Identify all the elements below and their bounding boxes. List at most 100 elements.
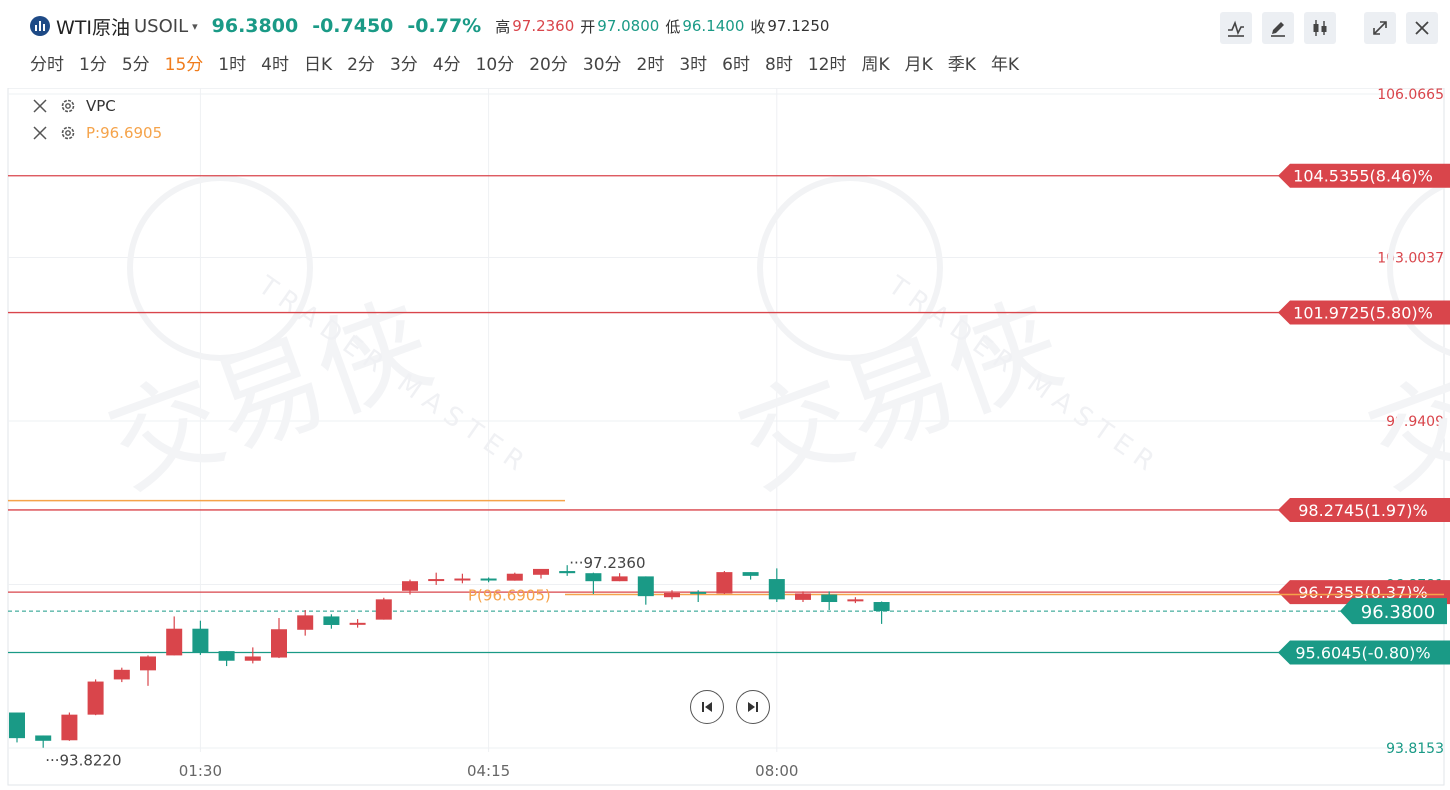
period-tab-6[interactable]: 日K [303,55,333,75]
chart-header: WTI原油 USOIL ▾ 96.3800 -0.7450 -0.77% 高 9… [0,0,1450,88]
period-tab-18[interactable]: 周K [861,55,890,75]
high-marker-label: ···97.2360 [569,554,645,572]
level-tag-label-3: 96.7355(0.37)% [1298,583,1427,602]
candle-body-20 [533,568,549,575]
chart-toolbar [1210,12,1438,44]
candle-body-2 [61,714,78,741]
poc-line-label: P(96.6905) [468,587,551,605]
chart-border [7,88,1445,786]
period-tab-19[interactable]: 月K [904,55,933,75]
candle-body-22 [585,573,602,582]
period-tab-20[interactable]: 季K [947,55,976,75]
candle-body-15 [402,581,418,591]
legend-row-vpc: VPC [30,92,162,119]
period-tab-10[interactable]: 10分 [475,55,515,75]
candle-body-3 [87,681,104,715]
period-tab-16[interactable]: 8时 [765,55,793,75]
symbol-code[interactable]: USOIL [134,15,189,37]
period-tab-7[interactable]: 2分 [347,55,375,75]
candlestick-chart[interactable]: 01:3004:1508:00106.0665103.003799.940996… [0,88,1450,790]
pencil-icon [1271,22,1285,37]
period-tab-5[interactable]: 4时 [261,55,289,75]
level-tag-4 [1278,640,1450,665]
x-tick-label-0: 01:30 [179,762,222,780]
candle-body-16 [428,579,445,582]
period-tabs: 分时 1分 5分 15分 1时 4时 日K 2分 3分 4分 10分 20分 30分 2时 3时 6时 8时 12… [30,50,1034,75]
y-tick-label-4: 93.8153 [1386,741,1444,757]
poc-settings-gear-icon[interactable] [58,123,78,143]
symbol-logo-icon [30,16,50,36]
candle-body-23 [611,576,628,582]
period-tab-9[interactable]: 4分 [432,55,461,75]
price-change-pct: -0.77% [407,15,482,37]
high-value: 97.2360 [512,17,575,35]
level-tag-label-4: 95.6045(-0.80)% [1295,643,1430,662]
expand-button[interactable] [1364,12,1396,44]
last-price: 96.3800 [211,15,299,37]
period-tab-8[interactable]: 3分 [389,55,418,75]
watermark-logo-icon-0 [127,175,313,361]
symbol-dropdown-caret-icon[interactable]: ▾ [192,19,198,33]
scroll-to-start-button[interactable] [690,690,724,724]
current-price-tag [1340,598,1447,625]
candle-body-6 [166,628,183,656]
candle-body-25 [664,592,680,598]
skip-back-icon [702,702,712,712]
vpc-settings-gear-icon[interactable] [58,96,78,116]
watermark-logo-icon-1 [757,175,943,361]
candle-body-31 [821,594,838,603]
candlestick-icon [1313,20,1327,36]
remove-vpc-icon[interactable] [30,96,50,116]
candle-body-26 [690,591,707,594]
candle-body-4 [113,669,130,680]
period-tab-4[interactable]: 1时 [218,55,247,75]
candle-body-18 [480,578,497,581]
vpc-label: VPC [86,96,116,115]
remove-poc-icon[interactable] [30,123,50,143]
high-label: 高 [495,17,511,36]
candle-body-1 [35,735,52,741]
period-tab-14[interactable]: 3时 [679,55,708,75]
symbol-name[interactable]: WTI原油 [56,16,130,39]
candle-body-7 [192,628,209,653]
period-tab-13[interactable]: 2时 [636,55,665,75]
candle-body-33 [873,602,890,612]
candle-body-17 [454,578,471,581]
candle-body-24 [637,576,654,597]
period-tab-2[interactable]: 5分 [121,55,150,75]
candle-body-14 [375,599,392,620]
candle-body-13 [349,622,366,625]
period-tab-1[interactable]: 1分 [79,55,107,75]
period-tab-17[interactable]: 12时 [807,55,847,75]
indicator-legend: VPC P:96.6905 [30,92,162,146]
period-tab-0[interactable]: 分时 [30,55,64,75]
candle-body-8 [218,651,235,661]
candle-style-button[interactable] [1304,12,1336,44]
y-tick-label-0: 106.0665 [1377,88,1444,103]
expand-icon [1373,21,1387,35]
legend-row-poc: P:96.6905 [30,119,162,146]
low-marker-label: ···93.8220 [45,752,121,770]
indicator-button[interactable] [1220,12,1252,44]
candle-body-9 [244,656,261,661]
draw-button[interactable] [1262,12,1294,44]
y-tick-label-2: 99.9409 [1386,414,1444,430]
close-button[interactable] [1406,12,1438,44]
period-tab-12[interactable]: 30分 [582,55,622,75]
skip-forward-icon [748,702,758,712]
candle-body-28 [742,572,759,576]
period-tab-15[interactable]: 6时 [722,55,750,75]
period-tab-3[interactable]: 15分 [164,55,204,75]
chart-navigation [690,690,782,724]
x-tick-label-1: 04:15 [467,762,510,780]
x-tick-label-2: 08:00 [755,762,798,780]
scroll-to-end-button[interactable] [736,690,770,724]
period-tab-21[interactable]: 年K [990,55,1020,75]
period-tab-11[interactable]: 20分 [529,55,568,75]
low-value: 96.1400 [682,17,745,35]
candle-body-30 [795,593,811,600]
candle-body-0 [9,712,25,739]
candle-body-21 [559,571,576,574]
close-label: 收 [750,17,766,36]
level-tag-label-2: 98.2745(1.97)% [1298,501,1427,520]
